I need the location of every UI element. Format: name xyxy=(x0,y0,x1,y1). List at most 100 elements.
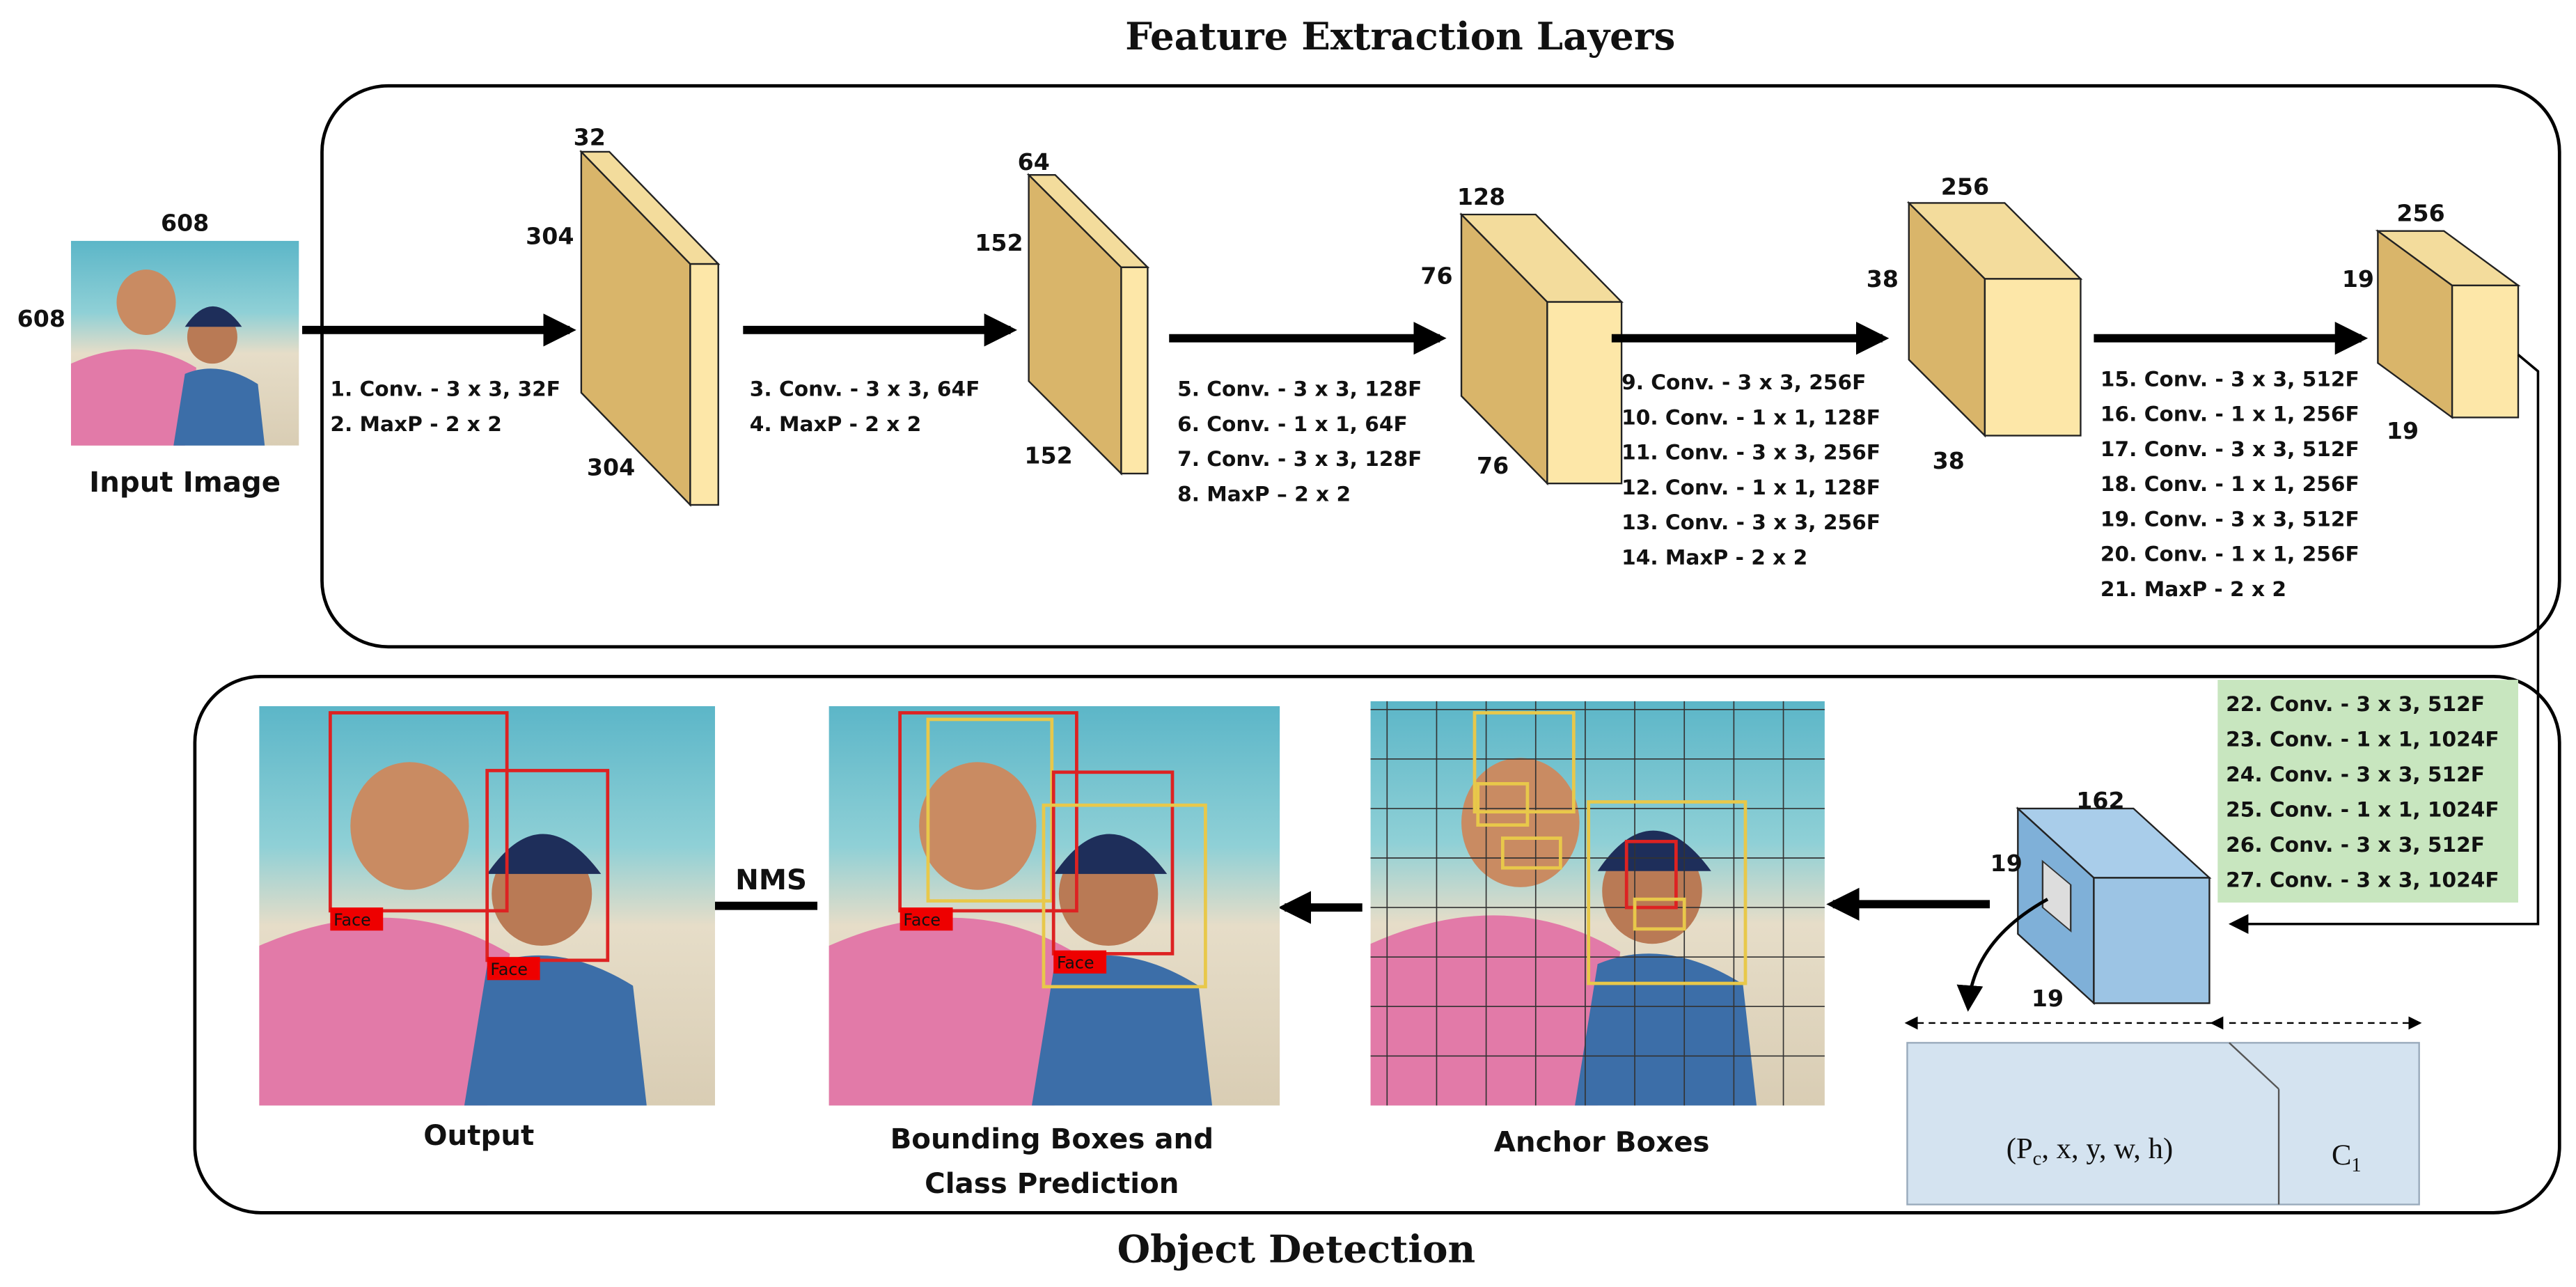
detection-box xyxy=(328,711,509,913)
layer-label: 6. Conv. - 1 x 1, 64F xyxy=(1177,412,1408,436)
input-image xyxy=(70,240,299,446)
body xyxy=(1032,955,1213,1106)
layer-label: 15. Conv. - 3 x 3, 512F xyxy=(2100,366,2359,391)
detection-frame xyxy=(193,675,2561,1215)
dim-label: 19 xyxy=(1990,850,2023,877)
face-tag xyxy=(900,907,953,931)
connector xyxy=(2228,354,2540,934)
dim-label: 19 xyxy=(2387,417,2419,444)
detection-box xyxy=(1472,711,1576,814)
cap xyxy=(1054,834,1168,874)
layer-label: 27. Conv. - 3 x 3, 1024F xyxy=(2226,867,2499,891)
dim-label: 128 xyxy=(1457,183,1505,210)
curved-arrow xyxy=(1956,898,2049,1012)
caption: Bounding Boxes and xyxy=(890,1123,1214,1155)
face xyxy=(350,762,469,890)
dim-label: 76 xyxy=(1420,263,1452,290)
layer-label: 3. Conv. - 3 x 3, 64F xyxy=(750,377,980,401)
dim-label: 19 xyxy=(2032,985,2064,1012)
body xyxy=(1575,953,1757,1106)
dim-label: 152 xyxy=(975,229,1023,256)
cube-front xyxy=(1546,301,1623,485)
dim-label: 304 xyxy=(526,223,574,250)
vector-box xyxy=(1906,1042,2420,1206)
detection-box xyxy=(1042,803,1207,989)
layer-label: 10. Conv. - 1 x 1, 128F xyxy=(1621,405,1880,429)
detection-box xyxy=(1587,800,1748,985)
layer-label: 5. Conv. - 3 x 3, 128F xyxy=(1177,377,1422,401)
detection-box xyxy=(1500,836,1562,870)
caption: Output xyxy=(423,1119,534,1152)
anchor-image xyxy=(1370,701,1825,1106)
face-tag xyxy=(487,957,540,981)
dim-label: 152 xyxy=(1024,442,1072,469)
face-tag xyxy=(330,907,384,931)
layer-label: 19. Conv. - 3 x 3, 512F xyxy=(2100,506,2359,531)
layer-label: 14. MaxP - 2 x 2 xyxy=(1621,545,1807,569)
face-label: Face xyxy=(490,960,528,979)
layer-label: 2. MaxP - 2 x 2 xyxy=(330,412,501,436)
class-vector-part: 1 xyxy=(2351,1155,2361,1176)
layer-label: 20. Conv. - 1 x 1, 256F xyxy=(2100,542,2359,566)
class-vector-part: C xyxy=(2332,1139,2351,1172)
cube-front xyxy=(2093,877,2210,1004)
box-vector-part: (P xyxy=(2006,1132,2033,1165)
layer-label: 1. Conv. - 3 x 3, 32F xyxy=(330,377,560,401)
detection-box xyxy=(1633,897,1686,931)
cube-front xyxy=(1120,266,1149,475)
layer-label: 16. Conv. - 1 x 1, 256F xyxy=(2100,402,2359,426)
cube-front xyxy=(689,263,719,506)
cube-front xyxy=(1984,278,2082,437)
cap xyxy=(184,306,242,327)
detection-box xyxy=(1051,770,1175,956)
face xyxy=(1461,758,1580,887)
dim-label: 608 xyxy=(161,210,209,237)
dim-label: 162 xyxy=(2076,787,2124,814)
layer-label: 8. MaxP – 2 x 2 xyxy=(1177,481,1351,506)
caption: Input Image xyxy=(89,466,281,499)
dim-label: 38 xyxy=(1867,265,1899,292)
face-tag xyxy=(1053,950,1107,974)
layer-label: 24. Conv. - 3 x 3, 512F xyxy=(2226,762,2485,786)
layer-label: 25. Conv. - 1 x 1, 1024F xyxy=(2226,797,2499,822)
face-label: Face xyxy=(1057,953,1094,973)
caption: Anchor Boxes xyxy=(1494,1126,1710,1159)
cap xyxy=(487,834,602,874)
box-vector-part: c xyxy=(2033,1148,2042,1170)
face xyxy=(919,762,1037,890)
face-label: Face xyxy=(333,910,371,930)
dim-label: 608 xyxy=(17,305,65,332)
cell xyxy=(2041,859,2072,933)
detection-layers-box xyxy=(2217,680,2518,903)
layer-label: 9. Conv. - 3 x 3, 256F xyxy=(1621,370,1866,394)
detection-box xyxy=(1476,782,1530,827)
face xyxy=(116,270,176,336)
layer-label: 12. Conv. - 1 x 1, 128F xyxy=(1621,475,1880,499)
body xyxy=(259,917,510,1106)
body xyxy=(464,955,647,1106)
layer-label: 23. Conv. - 1 x 1, 1024F xyxy=(2226,727,2499,751)
layer-label: 26. Conv. - 3 x 3, 512F xyxy=(2226,832,2485,857)
layer-label: 11. Conv. - 3 x 3, 256F xyxy=(1621,440,1880,465)
layer-label: 17. Conv. - 3 x 3, 512F xyxy=(2100,437,2359,461)
dim-label: 38 xyxy=(1933,447,1965,474)
body xyxy=(1370,915,1621,1106)
dim-label: 256 xyxy=(2396,199,2444,226)
detection-box xyxy=(485,769,610,962)
dim-label: 19 xyxy=(2342,265,2374,292)
title: Feature Extraction Layers xyxy=(1125,14,1675,58)
box-vector: (Pc, x, y, w, h) xyxy=(2006,1132,2173,1169)
caption: Class Prediction xyxy=(925,1167,1179,1200)
dim-label: 304 xyxy=(587,453,635,481)
layer-label: 13. Conv. - 3 x 3, 256F xyxy=(1621,510,1880,534)
body xyxy=(828,917,1077,1106)
box-vector-part: , x, y, w, h) xyxy=(2041,1132,2173,1165)
detection-box xyxy=(898,711,1078,913)
layer-label: 4. MaxP - 2 x 2 xyxy=(750,412,921,436)
layer-label: 22. Conv. - 3 x 3, 512F xyxy=(2226,692,2485,716)
dim-label: 32 xyxy=(574,124,606,151)
body xyxy=(70,349,197,446)
cube-front xyxy=(2451,284,2520,419)
layer-label: 7. Conv. - 3 x 3, 128F xyxy=(1177,446,1422,471)
